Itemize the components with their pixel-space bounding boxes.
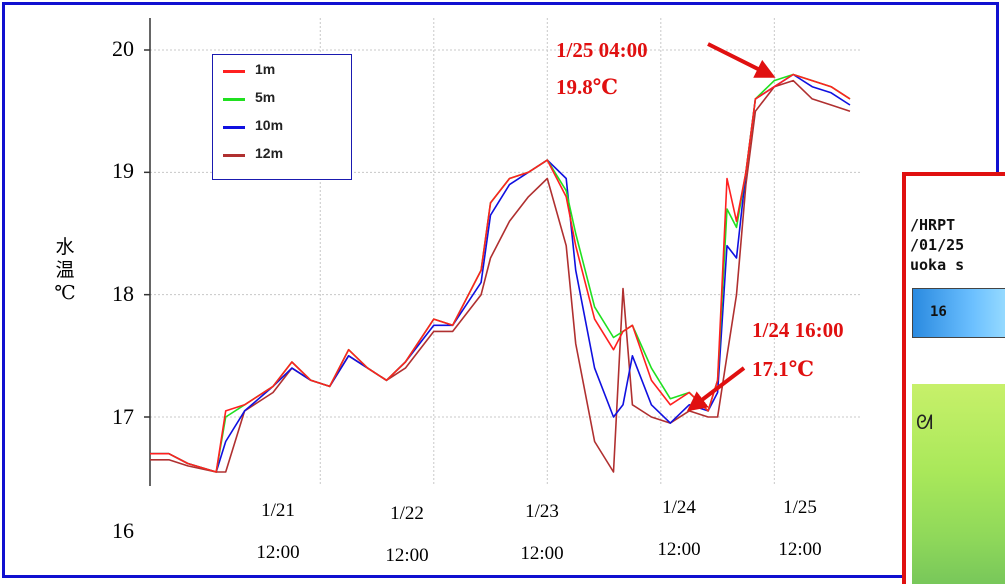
x-tick-time-2: 12:00 — [385, 545, 429, 566]
inset-scale-label: 16 — [930, 304, 947, 320]
x-tick-date-2: 1/22 — [390, 503, 424, 524]
legend-label-5m: 5m — [255, 89, 276, 105]
x-tick-date-3: 1/23 — [525, 501, 559, 522]
y-axis-title: 水温 ℃ — [54, 237, 76, 304]
annotation-min-temp: 17.1℃ — [752, 357, 814, 381]
legend-label-1m: 1m — [255, 61, 276, 77]
annotation-min-time: 1/24 16:00 — [752, 318, 844, 342]
annotation-max-time: 1/25 04:00 — [556, 38, 648, 62]
x-tick-time-1: 12:00 — [256, 542, 300, 563]
series-line-1m — [150, 73, 851, 473]
legend-label-12m: 12m — [255, 145, 284, 161]
x-tick-time-5: 12:00 — [778, 539, 822, 560]
inset-sst-map — [912, 384, 1005, 584]
inset-coastline-icon: ᘛ — [916, 412, 934, 434]
x-tick-time-3: 12:00 — [520, 543, 564, 564]
y-tick-label-20: 20 — [112, 36, 134, 61]
legend-swatch-12m — [223, 154, 245, 157]
x-tick-date-4: 1/24 — [662, 497, 696, 518]
x-tick-date-5: 1/25 — [783, 497, 817, 518]
y-tick-label-18: 18 — [112, 281, 134, 306]
inset-text-line3: uoka s — [910, 256, 965, 274]
inset-color-scale — [912, 288, 1005, 338]
y-tick-label-16: 16 — [112, 518, 134, 543]
legend: 1m 5m 10m 12m — [212, 54, 352, 180]
series-line-12m — [150, 79, 851, 473]
y-tick-label-17: 17 — [112, 404, 134, 429]
annotation-arrow-max — [707, 42, 776, 78]
x-tick-time-4: 12:00 — [657, 539, 701, 560]
y-tick-label-19: 19 — [112, 158, 134, 183]
legend-swatch-10m — [223, 126, 245, 129]
legend-swatch-1m — [223, 70, 245, 73]
legend-swatch-5m — [223, 98, 245, 101]
inset-text-line2: /01/25 — [910, 236, 965, 254]
legend-label-10m: 10m — [255, 117, 284, 133]
x-tick-date-1: 1/21 — [261, 500, 295, 521]
annotation-arrow-min — [686, 366, 746, 412]
annotation-max-temp: 19.8℃ — [556, 75, 618, 99]
inset-text-line1: /HRPT — [910, 216, 956, 234]
satellite-inset: /HRPT /01/25 uoka s 16 ᘛ — [902, 172, 1005, 584]
